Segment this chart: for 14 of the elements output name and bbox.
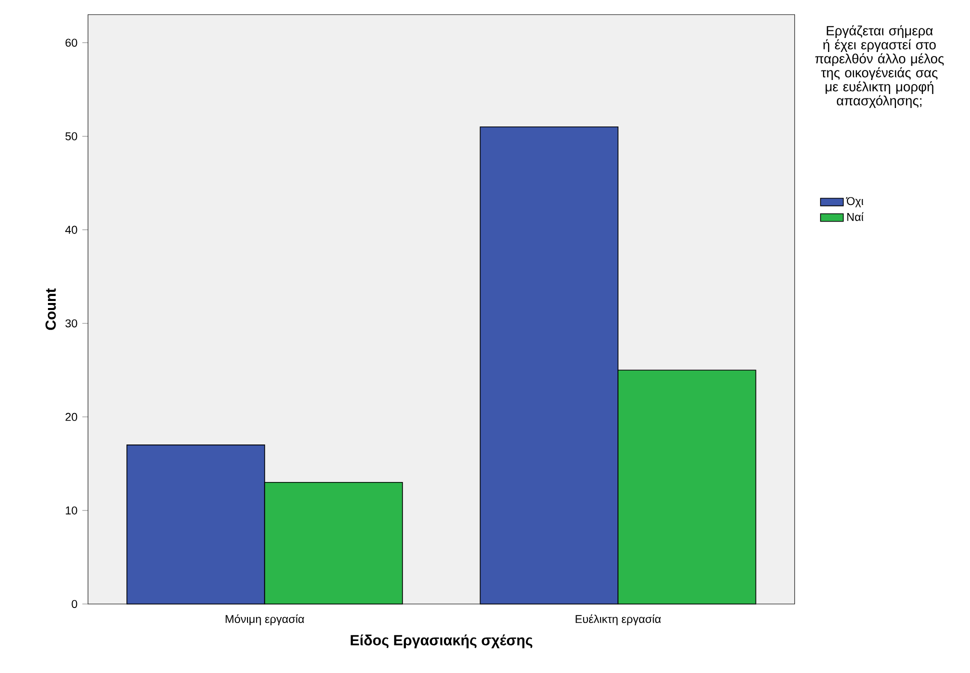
legend-label: Ναί	[847, 212, 864, 221]
y-tick-label: 10	[66, 506, 78, 514]
legend-title: Εργάζεται σήμερα ή έχει εργαστεί στο παρελθόν άλλο μέλος της οικογένειάς σας με ευέλικτη μορφή απασχόλησης;	[815, 25, 944, 108]
y-axis-title: Count	[45, 288, 56, 330]
y-tick-label: 40	[65, 226, 78, 234]
y-tick-label: 60	[66, 38, 78, 47]
x-tick-label: Ευέλικτη εργασία	[576, 614, 661, 626]
y-tick-label: 50	[65, 132, 78, 140]
y-tick-label: 20	[66, 412, 78, 421]
x-tick-label: Μόνιμη εργασία	[226, 614, 304, 626]
legend-label: Όχι	[846, 197, 864, 208]
y-tick-label: 30	[65, 319, 78, 328]
x-axis-title: Είδος Εργασιακής σχέσης	[350, 634, 532, 648]
y-tick-label: 0	[72, 600, 78, 608]
